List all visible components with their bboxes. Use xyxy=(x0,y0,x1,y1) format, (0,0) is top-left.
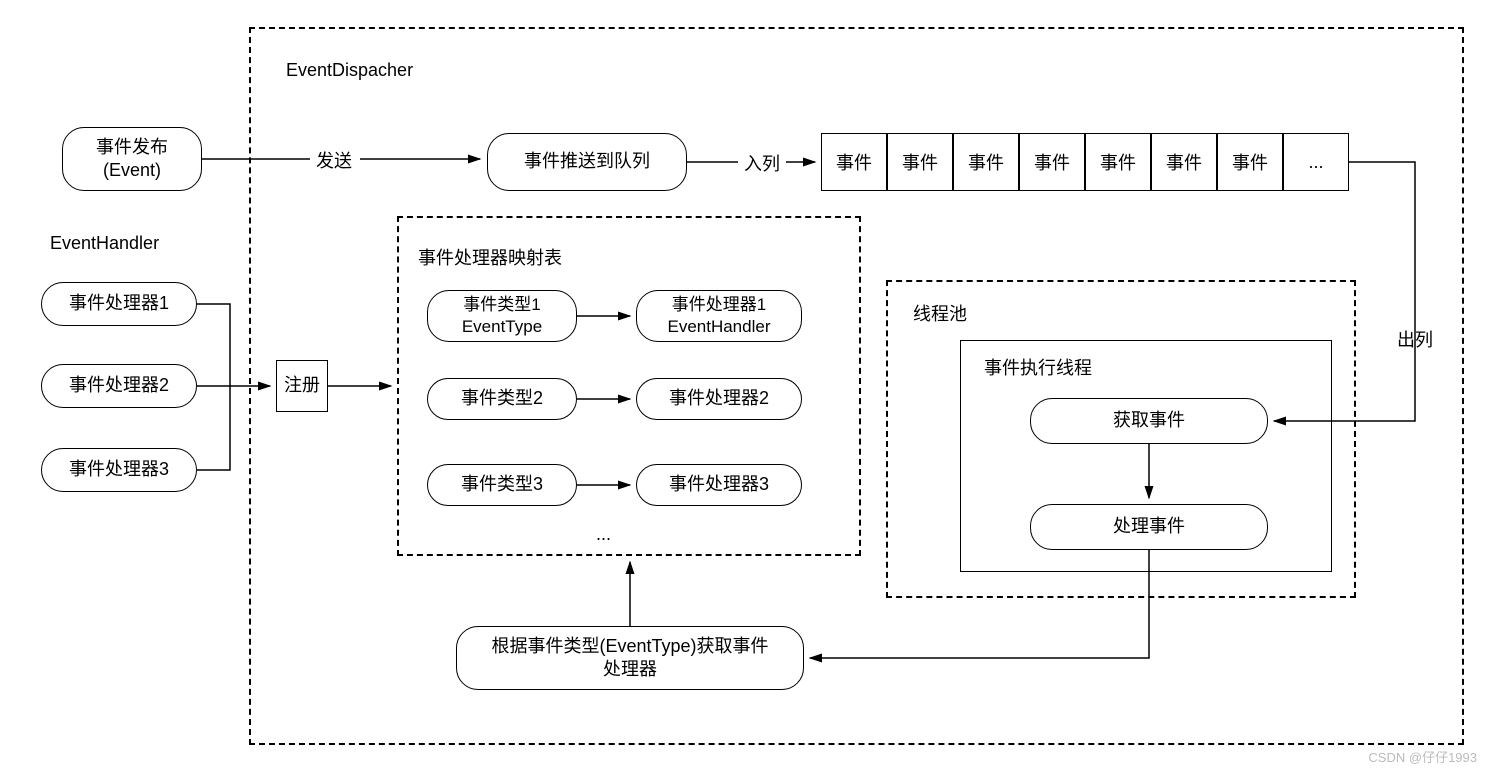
event-type2-node: 事件类型2 xyxy=(427,378,577,420)
handler3-node: 事件处理器3 xyxy=(41,448,197,492)
lookup-node: 根据事件类型(EventType)获取事件处理器 xyxy=(456,626,804,690)
handler2-label: 事件处理器2 xyxy=(69,374,169,397)
push-queue-node: 事件推送到队列 xyxy=(487,133,687,191)
map-handler1-label: 事件处理器1EventHandler xyxy=(667,294,770,338)
dispatcher-title: EventDispacher xyxy=(286,60,413,81)
push-queue-label: 事件推送到队列 xyxy=(524,150,650,173)
queue-cell: ... xyxy=(1283,133,1349,191)
queue-cell: 事件 xyxy=(887,133,953,191)
handler1-label: 事件处理器1 xyxy=(69,292,169,315)
map-handler2-label: 事件处理器2 xyxy=(669,387,769,410)
lookup-label: 根据事件类型(EventType)获取事件处理器 xyxy=(491,635,768,682)
event-publish-node: 事件发布(Event) xyxy=(62,127,202,191)
exec-thread-title: 事件执行线程 xyxy=(984,354,1092,380)
queue-cell: 事件 xyxy=(1217,133,1283,191)
map-handler1-node: 事件处理器1EventHandler xyxy=(636,290,802,342)
enqueue-label: 入列 xyxy=(744,150,780,176)
event-type3-node: 事件类型3 xyxy=(427,464,577,506)
event-publish-label: 事件发布(Event) xyxy=(96,136,168,183)
handler2-node: 事件处理器2 xyxy=(41,364,197,408)
event-type3-label: 事件类型3 xyxy=(461,473,543,496)
queue-cell: 事件 xyxy=(1151,133,1217,191)
watermark: CSDN @仔仔1993 xyxy=(1368,747,1477,766)
register-node: 注册 xyxy=(276,360,328,412)
handler1-node: 事件处理器1 xyxy=(41,282,197,326)
register-label: 注册 xyxy=(284,374,320,397)
send-label: 发送 xyxy=(316,147,352,173)
get-event-label: 获取事件 xyxy=(1113,409,1185,432)
handler3-label: 事件处理器3 xyxy=(69,458,169,481)
process-event-node: 处理事件 xyxy=(1030,504,1268,550)
event-type1-label: 事件类型1EventType xyxy=(462,294,542,338)
queue-cell: 事件 xyxy=(821,133,887,191)
get-event-node: 获取事件 xyxy=(1030,398,1268,444)
event-type2-label: 事件类型2 xyxy=(461,387,543,410)
dequeue-label: 出列 xyxy=(1397,326,1433,352)
thread-pool-title: 线程池 xyxy=(913,300,967,326)
map-ellipsis: ... xyxy=(596,524,611,545)
mapping-table-title: 事件处理器映射表 xyxy=(418,244,562,270)
map-handler3-label: 事件处理器3 xyxy=(669,473,769,496)
process-event-label: 处理事件 xyxy=(1113,515,1185,538)
queue-cell: 事件 xyxy=(1085,133,1151,191)
queue-cell: 事件 xyxy=(953,133,1019,191)
event-type1-node: 事件类型1EventType xyxy=(427,290,577,342)
event-handler-title: EventHandler xyxy=(50,233,159,254)
queue-cell: 事件 xyxy=(1019,133,1085,191)
map-handler3-node: 事件处理器3 xyxy=(636,464,802,506)
map-handler2-node: 事件处理器2 xyxy=(636,378,802,420)
